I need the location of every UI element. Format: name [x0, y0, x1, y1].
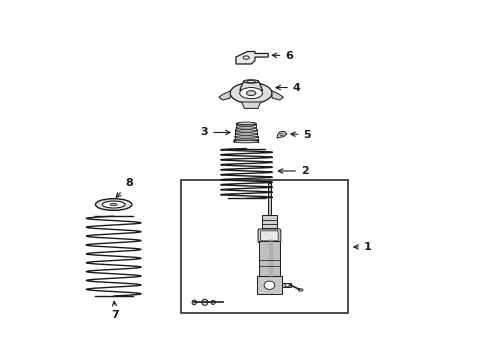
Text: 3: 3: [200, 127, 230, 138]
Ellipse shape: [243, 56, 249, 59]
Ellipse shape: [235, 133, 257, 135]
Polygon shape: [240, 81, 263, 90]
Ellipse shape: [110, 203, 117, 206]
Text: 5: 5: [291, 130, 311, 140]
Ellipse shape: [246, 91, 256, 96]
Ellipse shape: [233, 140, 259, 143]
FancyBboxPatch shape: [258, 229, 281, 243]
Ellipse shape: [237, 122, 255, 125]
Ellipse shape: [211, 300, 215, 305]
Polygon shape: [282, 283, 291, 287]
Ellipse shape: [264, 281, 275, 289]
Ellipse shape: [285, 284, 290, 287]
Ellipse shape: [234, 139, 258, 141]
Ellipse shape: [235, 136, 258, 138]
Text: 2: 2: [278, 166, 309, 176]
Bar: [181, 180, 348, 314]
Ellipse shape: [102, 201, 125, 208]
Ellipse shape: [236, 127, 256, 129]
Bar: [268, 215, 271, 221]
Text: 6: 6: [272, 51, 293, 61]
Ellipse shape: [247, 81, 255, 82]
Ellipse shape: [237, 123, 256, 126]
Ellipse shape: [244, 80, 259, 83]
Ellipse shape: [240, 87, 263, 99]
Polygon shape: [242, 102, 261, 108]
Text: 7: 7: [112, 301, 120, 320]
Text: 8: 8: [116, 178, 133, 197]
Ellipse shape: [96, 199, 132, 210]
Ellipse shape: [298, 289, 303, 291]
Bar: [268, 183, 271, 215]
Text: 4: 4: [276, 82, 301, 93]
Ellipse shape: [230, 83, 272, 103]
Bar: [262, 215, 277, 230]
Ellipse shape: [280, 134, 283, 136]
FancyBboxPatch shape: [261, 231, 278, 241]
Ellipse shape: [202, 299, 208, 305]
Polygon shape: [277, 131, 287, 138]
Polygon shape: [272, 91, 283, 100]
Ellipse shape: [192, 300, 196, 305]
Text: 1: 1: [354, 242, 371, 252]
Polygon shape: [219, 91, 230, 100]
Polygon shape: [236, 51, 268, 64]
Bar: [257, 276, 282, 294]
Bar: [259, 242, 280, 276]
Ellipse shape: [236, 130, 257, 132]
